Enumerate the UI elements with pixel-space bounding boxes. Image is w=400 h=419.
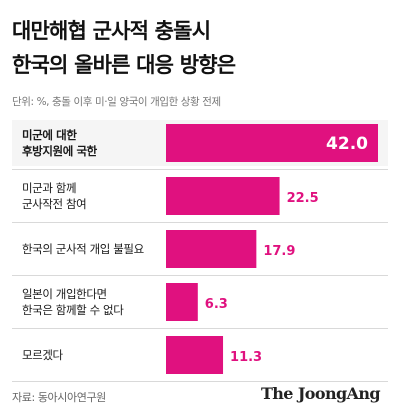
bar [166, 336, 224, 374]
category-label: 미군과 함께 [22, 181, 76, 195]
bar [166, 124, 378, 162]
bar [166, 230, 257, 268]
unit-note: 단위: %, 충돌 이후 미·일 양국이 개입한 상황 전제 [12, 96, 221, 108]
category-label: 모르겠다 [22, 348, 64, 362]
category-label: 일본이 개입한다면 [22, 287, 107, 301]
value-label: 17.9 [263, 244, 295, 259]
value-label: 11.3 [230, 350, 262, 365]
category-label: 한국의 군사적 개입 불필요 [22, 242, 144, 256]
category-label: 한국은 함께할 수 없다 [22, 303, 124, 317]
value-label: 22.5 [287, 191, 319, 206]
chart-title-line-2: 한국의 올바른 대응 방향은 [12, 53, 236, 77]
chart-title-line-1: 대만해협 군사적 충돌시 [12, 19, 211, 43]
source-note: 자료: 동아시아연구원 [12, 391, 106, 404]
bar [166, 283, 198, 321]
value-label: 42.0 [326, 134, 368, 154]
category-label: 군사작전 참여 [22, 197, 86, 211]
bar [166, 177, 280, 215]
brand-logo: The JoongAng [260, 384, 381, 403]
category-label: 미군에 대한 [22, 128, 77, 142]
chart-title: 대만해협 군사적 충돌시 한국의 올바른 대응 방향은 [12, 14, 392, 82]
value-label: 6.3 [205, 297, 228, 312]
category-label: 후방지원에 국한 [22, 144, 98, 158]
